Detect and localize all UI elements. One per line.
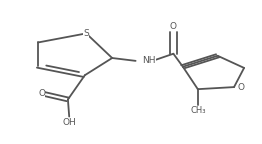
Text: O: O [170, 22, 177, 31]
Text: O: O [237, 83, 244, 92]
Text: CH₃: CH₃ [190, 106, 206, 115]
Text: O: O [38, 89, 45, 98]
Text: NH: NH [142, 56, 156, 65]
Text: OH: OH [62, 118, 76, 127]
Text: S: S [83, 29, 89, 38]
